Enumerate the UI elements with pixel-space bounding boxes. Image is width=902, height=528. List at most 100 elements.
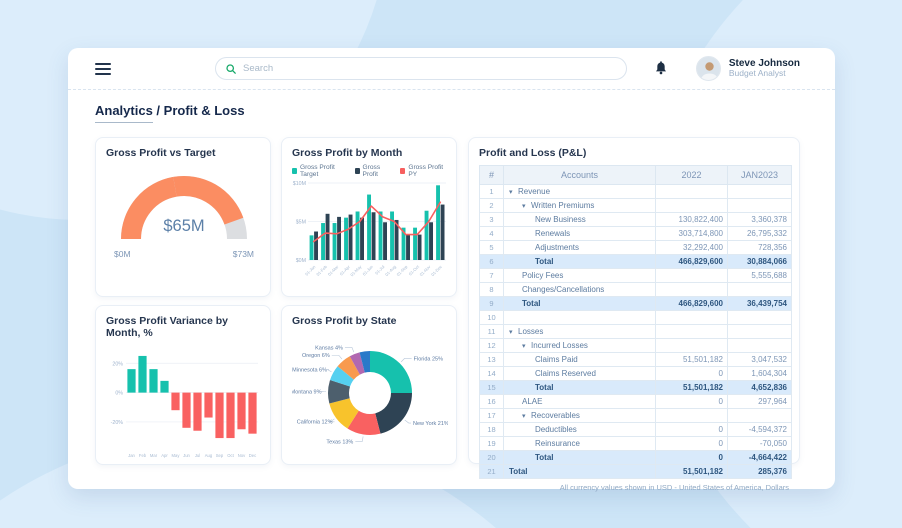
bar-gross-profit-target[interactable] bbox=[390, 211, 394, 260]
account-label: Total bbox=[535, 453, 554, 462]
table-row[interactable]: 14 Claims Reserved 0 1,604,304 bbox=[479, 366, 792, 381]
table-row[interactable]: 16 ALAE 0 297,964 bbox=[479, 394, 792, 409]
legend-item-gross-profit-py[interactable]: Gross Profit PY bbox=[400, 164, 446, 178]
notification-bell-button[interactable] bbox=[654, 61, 668, 76]
account-cell bbox=[503, 310, 656, 325]
table-row[interactable]: 5 Adjustments 32,292,400 728,356 bbox=[479, 240, 792, 255]
table-row[interactable]: 3 New Business 130,822,400 3,360,378 bbox=[479, 212, 792, 227]
bar-gross-profit-target[interactable] bbox=[344, 217, 348, 260]
table-row[interactable]: 20 Total 0 -4,664,422 bbox=[479, 450, 792, 465]
bar-gross-profit[interactable] bbox=[314, 231, 318, 260]
bar-gross-profit-target[interactable] bbox=[332, 223, 337, 260]
column-header-jan2023[interactable]: JAN2023 bbox=[727, 165, 792, 185]
bar-gross-profit-target[interactable] bbox=[355, 211, 360, 260]
bar-gross-profit[interactable] bbox=[429, 222, 433, 260]
variance-bar-jan[interactable] bbox=[127, 369, 136, 393]
collapse-arrow-icon[interactable]: ▾ bbox=[522, 413, 526, 420]
table-row[interactable]: 2 ▾ Written Premiums bbox=[479, 198, 792, 213]
x-axis-label: Jul bbox=[195, 453, 200, 458]
donut-slice-oregon[interactable] bbox=[337, 356, 360, 380]
variance-bar-nov[interactable] bbox=[237, 392, 246, 430]
variance-bar-aug[interactable] bbox=[204, 392, 213, 418]
card-profit-and-loss-table: Profit and Loss (P&L) # Accounts 2022 JAN20… bbox=[468, 137, 800, 492]
collapse-arrow-icon[interactable]: ▾ bbox=[509, 329, 513, 336]
table-row[interactable]: 21 Total 51,501,182 285,376 bbox=[479, 464, 792, 479]
table-row[interactable]: 17 ▾ Recoverables bbox=[479, 408, 792, 423]
value-2022 bbox=[655, 184, 728, 199]
variance-bar-mar[interactable] bbox=[149, 369, 158, 393]
table-row[interactable]: 19 Reinsurance 0 -70,050 bbox=[479, 436, 792, 451]
table-row[interactable]: 1 ▾ Revenue bbox=[479, 184, 792, 199]
legend-item-gross-profit[interactable]: Gross Profit bbox=[354, 164, 392, 178]
variance-bar-jun[interactable] bbox=[182, 392, 191, 428]
donut-slice-montana[interactable] bbox=[328, 380, 351, 404]
bar-gross-profit[interactable] bbox=[371, 212, 376, 260]
legend-swatch bbox=[292, 168, 297, 174]
bar-gross-profit-target[interactable] bbox=[436, 185, 440, 260]
column-header-2022[interactable]: 2022 bbox=[655, 165, 728, 185]
table-row[interactable]: 15 Total 51,501,182 4,652,836 bbox=[479, 380, 792, 395]
donut-slice-other[interactable] bbox=[359, 351, 370, 373]
table-row[interactable]: 10 bbox=[479, 310, 792, 325]
legend-item-gross-profit-target[interactable]: Gross Profit Target bbox=[292, 164, 346, 178]
account-label: New Business bbox=[535, 215, 586, 224]
donut-slice-new-york[interactable] bbox=[375, 393, 412, 434]
variance-bar-dec[interactable] bbox=[248, 392, 257, 434]
column-header-accounts[interactable]: Accounts bbox=[503, 165, 656, 185]
dashboard-panel: Steve Johnson Budget Analyst Analytics /… bbox=[68, 48, 835, 492]
bar-gross-profit[interactable] bbox=[337, 216, 341, 260]
variance-bar-may[interactable] bbox=[171, 392, 180, 411]
bar-gross-profit[interactable] bbox=[440, 204, 445, 260]
bar-gross-profit[interactable] bbox=[383, 222, 387, 260]
collapse-arrow-icon[interactable]: ▾ bbox=[522, 343, 526, 350]
column-header-num[interactable]: # bbox=[479, 165, 504, 185]
bar-gross-profit-target[interactable] bbox=[367, 194, 371, 260]
bar-gross-profit[interactable] bbox=[325, 213, 330, 260]
line-gross-profit-py[interactable] bbox=[312, 201, 442, 243]
bar-gross-profit-target[interactable] bbox=[309, 235, 314, 260]
variance-bar-oct[interactable] bbox=[226, 392, 235, 439]
table-row[interactable]: 7 Policy Fees 5,555,688 bbox=[479, 268, 792, 283]
bar-gross-profit-target[interactable] bbox=[321, 223, 325, 260]
table-row[interactable]: 9 Total 466,829,600 36,439,754 bbox=[479, 296, 792, 311]
account-cell: New Business bbox=[503, 212, 656, 227]
donut-slice-florida[interactable] bbox=[370, 351, 412, 393]
user-avatar[interactable] bbox=[695, 56, 721, 81]
variance-bar-apr[interactable] bbox=[160, 380, 169, 393]
donut-slice-texas[interactable] bbox=[347, 410, 381, 435]
donut-slice-minnesota[interactable] bbox=[330, 366, 354, 387]
donut-slice-california[interactable] bbox=[329, 398, 359, 429]
bar-gross-profit-target[interactable] bbox=[378, 211, 383, 260]
table-row[interactable]: 6 Total 466,829,600 30,884,066 bbox=[479, 254, 792, 269]
bar-gross-profit[interactable] bbox=[348, 214, 353, 260]
table-row[interactable]: 4 Renewals 303,714,800 26,795,332 bbox=[479, 226, 792, 241]
row-number: 15 bbox=[479, 380, 504, 395]
x-axis-label: 01-Nov bbox=[419, 264, 433, 278]
breadcrumb-analytics[interactable]: Analytics bbox=[95, 103, 153, 123]
x-axis-label: 01-Jan bbox=[304, 264, 317, 277]
variance-bar-jul[interactable] bbox=[193, 392, 202, 431]
bar-gross-profit-target[interactable] bbox=[413, 227, 417, 260]
search-icon bbox=[226, 63, 236, 74]
hamburger-menu-button[interactable] bbox=[95, 60, 111, 78]
variance-bar-feb[interactable] bbox=[138, 355, 147, 393]
bar-gross-profit[interactable] bbox=[406, 234, 410, 260]
bar-gross-profit[interactable] bbox=[417, 234, 422, 260]
row-number: 5 bbox=[479, 240, 504, 255]
bar-gross-profit[interactable] bbox=[360, 217, 364, 260]
table-row[interactable]: 8 Changes/Cancellations bbox=[479, 282, 792, 297]
table-row[interactable]: 18 Deductibles 0 -4,594,372 bbox=[479, 422, 792, 437]
bar-gross-profit-target[interactable] bbox=[401, 227, 406, 260]
search-input[interactable] bbox=[243, 63, 616, 74]
table-row[interactable]: 12 ▾ Incurred Losses bbox=[479, 338, 792, 353]
row-number: 19 bbox=[479, 436, 504, 451]
table-row[interactable]: 13 Claims Paid 51,501,182 3,047,532 bbox=[479, 352, 792, 367]
collapse-arrow-icon[interactable]: ▾ bbox=[509, 189, 513, 196]
donut-slice-kansas[interactable] bbox=[349, 352, 365, 375]
bar-gross-profit-target[interactable] bbox=[424, 210, 429, 260]
table-row[interactable]: 11 ▾ Losses bbox=[479, 324, 792, 339]
value-jan2023: 297,964 bbox=[727, 394, 792, 409]
bar-gross-profit[interactable] bbox=[394, 219, 399, 260]
collapse-arrow-icon[interactable]: ▾ bbox=[522, 203, 526, 210]
variance-bar-sep[interactable] bbox=[215, 392, 224, 439]
